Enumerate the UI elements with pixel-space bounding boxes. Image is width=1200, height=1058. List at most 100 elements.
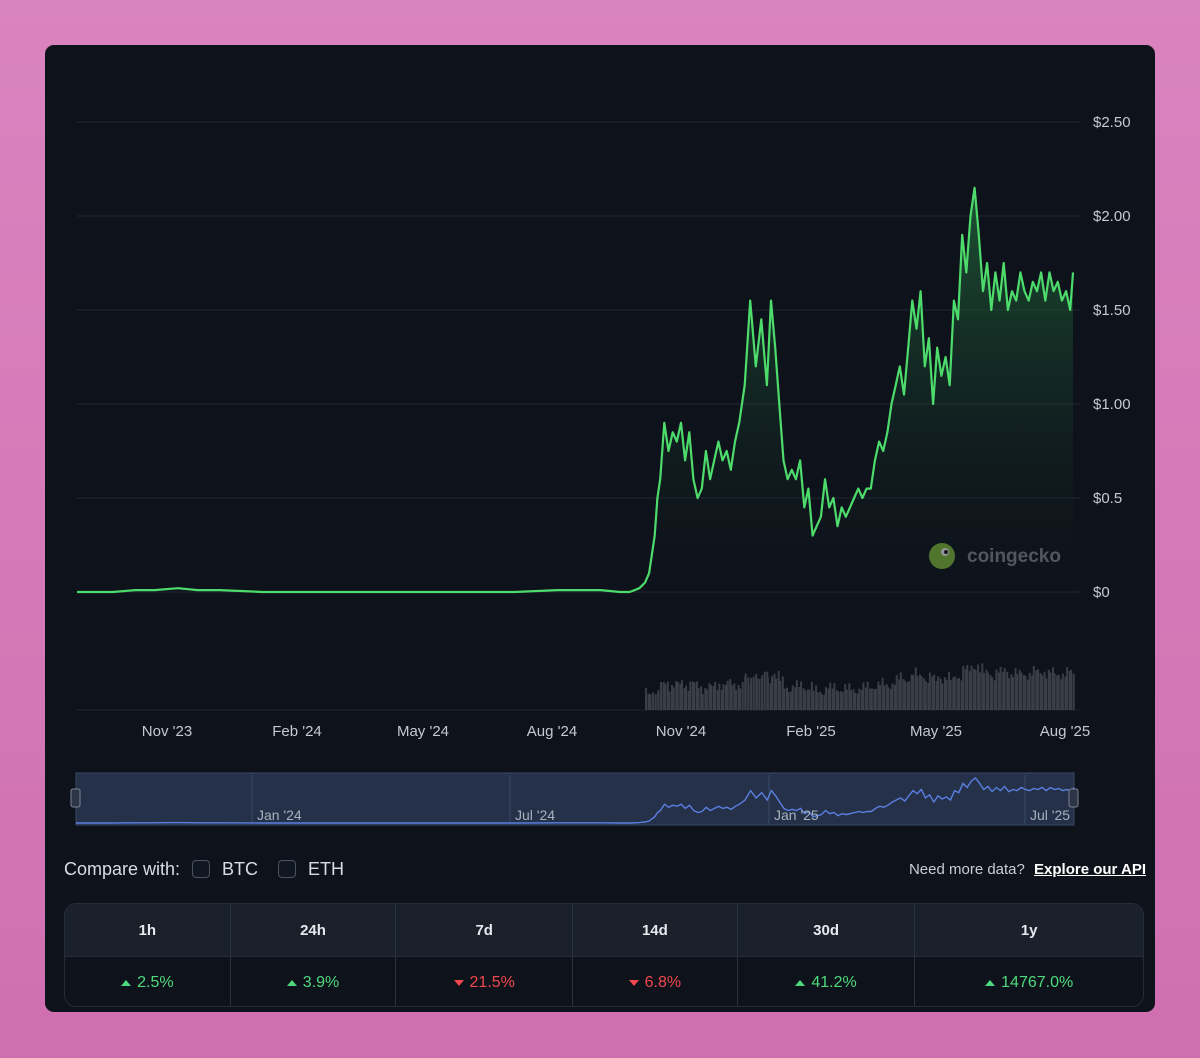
price-change-value-row: 2.5% 3.9% 21.5% 6.8% 41.2% 14767.0% xyxy=(65,956,1143,1006)
volume-bar xyxy=(1053,673,1056,710)
volume-bar xyxy=(858,688,861,710)
volume-bar xyxy=(856,693,859,710)
volume-bar xyxy=(974,669,977,710)
volume-bar xyxy=(973,668,975,710)
coingecko-watermark: coingecko xyxy=(929,543,1061,569)
volume-bar xyxy=(671,684,673,710)
volume-bar xyxy=(1060,679,1063,710)
volume-bar xyxy=(873,689,876,710)
period-header-1y: 1y xyxy=(1020,921,1038,939)
volume-bar xyxy=(800,681,803,710)
volume-bar xyxy=(725,684,727,710)
volume-bar xyxy=(923,678,926,710)
volume-bar xyxy=(705,689,708,710)
navigator-left-handle[interactable] xyxy=(70,788,81,808)
volume-bar xyxy=(941,683,944,710)
eth-checkbox[interactable] xyxy=(278,860,297,878)
btc-checkbox[interactable] xyxy=(192,860,211,878)
volume-bar xyxy=(1061,673,1064,710)
navigator-dividers xyxy=(251,775,1026,824)
change-text: 21.5% xyxy=(469,974,515,991)
volume-bar xyxy=(744,673,747,710)
volume-bar xyxy=(960,680,963,710)
change-value-7d: 21.5% xyxy=(396,957,574,1006)
volume-bar xyxy=(889,688,892,710)
volume-bar xyxy=(718,683,721,710)
volume-bar xyxy=(983,673,985,710)
volume-bar xyxy=(741,682,744,710)
volume-bar xyxy=(815,685,818,710)
volume-bar xyxy=(906,682,909,710)
volume-bar xyxy=(964,669,967,710)
volume-bar xyxy=(904,680,906,710)
volume-bar xyxy=(660,682,663,710)
volume-bar xyxy=(908,681,911,710)
volume-bar xyxy=(666,681,669,710)
volume-bar xyxy=(687,690,690,710)
change-text: 41.2% xyxy=(811,974,857,991)
change-text: 2.5% xyxy=(137,974,174,991)
change-text: 14767.0% xyxy=(1001,974,1074,991)
volume-bar xyxy=(720,690,723,710)
volume-bar xyxy=(885,684,888,710)
compare-eth-option[interactable]: ETH xyxy=(278,859,344,880)
navigator[interactable]: Jan '24 Jul '24 Jan '25 Jul '25 xyxy=(70,772,1079,826)
volume-bar xyxy=(819,691,822,710)
volume-bar xyxy=(978,672,981,710)
volume-bar xyxy=(726,680,729,710)
x-tick-label: Feb '25 xyxy=(786,723,836,740)
change-value-14d: 6.8% xyxy=(573,957,738,1006)
compare-row: Compare with: BTC ETH Need more data? Ex… xyxy=(64,857,1146,881)
volume-bar xyxy=(845,689,848,710)
x-tick-label: May '25 xyxy=(910,723,962,740)
navigator-label: Jan '25 xyxy=(774,807,819,823)
compare-label: Compare with: xyxy=(64,858,181,879)
volume-bar xyxy=(783,688,786,710)
y-axis-ticks: $0 $0.5 $1.00 $1.50 $2.00 $2.50 xyxy=(1093,114,1131,601)
change-value-1y: 14767.0% xyxy=(915,957,1143,1006)
volume-bar xyxy=(914,667,917,710)
volume-bar xyxy=(837,691,840,710)
x-tick-label: Nov '23 xyxy=(142,723,192,740)
volume-bar xyxy=(787,691,790,710)
volume-bar xyxy=(958,678,960,710)
volume-bar xyxy=(1010,674,1013,710)
volume-bar xyxy=(771,675,773,710)
period-header-24h: 24h xyxy=(231,904,397,956)
volume-bar xyxy=(737,684,740,710)
volume-bar xyxy=(939,678,942,710)
price-chart[interactable]: $0 $0.5 $1.00 $1.50 $2.00 $2.50 Nov '23 Feb '2… xyxy=(45,45,1155,835)
compare-btc-option[interactable]: BTC xyxy=(192,859,258,880)
volume-bar xyxy=(1070,669,1073,710)
volume-bar xyxy=(823,694,826,710)
volume-bar xyxy=(835,690,838,710)
volume-bar xyxy=(943,677,946,710)
x-tick-label: Aug '24 xyxy=(527,723,577,740)
volume-bar xyxy=(841,691,844,710)
volume-bar xyxy=(987,672,990,710)
volume-bar xyxy=(945,680,948,710)
volume-bar xyxy=(854,692,857,710)
volume-bar xyxy=(777,671,780,710)
volume-bar xyxy=(1037,669,1039,710)
triangle-up-icon xyxy=(121,980,132,986)
btc-label: BTC xyxy=(222,858,259,879)
volume-bar xyxy=(810,681,813,710)
volume-bar xyxy=(752,676,755,710)
explore-api-link[interactable]: Explore our API xyxy=(1034,860,1146,878)
volume-bar xyxy=(798,687,801,710)
volume-bars xyxy=(645,663,1075,710)
volume-bar xyxy=(647,693,650,710)
volume-bar xyxy=(1049,672,1052,710)
volume-bar xyxy=(1068,671,1071,710)
navigator-right-handle[interactable] xyxy=(1068,788,1079,808)
volume-bar xyxy=(850,690,852,710)
volume-bar xyxy=(755,678,758,710)
volume-bar xyxy=(968,670,971,710)
volume-bar xyxy=(668,691,671,710)
volume-bar xyxy=(928,672,931,710)
volume-bar xyxy=(1027,679,1029,710)
navigator-window[interactable] xyxy=(75,772,1075,826)
volume-bar xyxy=(812,690,815,710)
navigator-labels: Jan '24 Jul '24 Jan '25 Jul '25 xyxy=(257,807,1070,823)
